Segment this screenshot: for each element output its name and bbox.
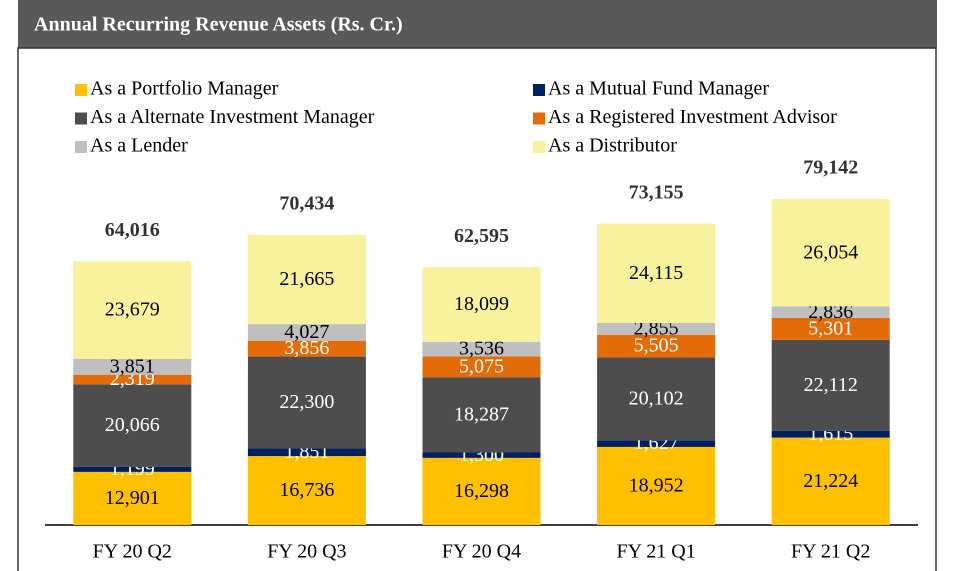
value-label: 16,298 — [454, 480, 509, 502]
bar-segment — [771, 430, 890, 438]
x-tick-label: FY 21 Q1 — [616, 541, 695, 563]
header-bar — [18, 0, 937, 48]
total-label: 64,016 — [105, 219, 160, 241]
x-tick-label: FY 20 Q4 — [442, 541, 521, 563]
bar-segment — [73, 466, 192, 472]
bar-segment — [597, 334, 716, 358]
bar-segment — [422, 377, 541, 453]
value-label: 18,287 — [454, 403, 509, 425]
legend-swatch — [533, 112, 545, 125]
x-tick-label: FY 21 Q2 — [791, 541, 870, 563]
legend-label: As a Registered Investment Advisor — [548, 106, 837, 128]
total-label: 62,595 — [454, 225, 509, 247]
bar-segment — [771, 199, 890, 307]
value-label: 12,901 — [105, 487, 160, 509]
bar-segment — [247, 234, 366, 325]
bar-segment — [247, 448, 366, 457]
value-label: 4,027 — [284, 321, 329, 343]
bar-segment — [422, 267, 541, 342]
total-label: 73,155 — [629, 181, 684, 203]
bar-segment — [771, 339, 890, 431]
bar-segment — [597, 446, 716, 525]
bar-segment — [247, 324, 366, 341]
value-label: 23,679 — [105, 299, 160, 321]
value-label: 21,665 — [279, 268, 334, 290]
bar-segment — [73, 261, 192, 359]
total-label: 70,434 — [279, 192, 334, 214]
value-label: 3,536 — [459, 338, 504, 360]
value-label: 3,856 — [284, 337, 329, 359]
value-label: 22,300 — [279, 391, 334, 413]
legend-label: As a Lender — [90, 135, 188, 157]
legend-swatch — [75, 141, 87, 153]
value-label: 22,112 — [804, 374, 858, 396]
value-label: 3,851 — [110, 355, 155, 377]
bar-segment — [247, 340, 366, 357]
bar-segment — [771, 318, 890, 340]
x-tick-label: FY 20 Q3 — [267, 541, 346, 563]
value-label: 16,736 — [279, 479, 334, 501]
legend-swatch — [533, 141, 545, 153]
bar-segment — [73, 471, 192, 525]
legend-label: As a Alternate Investment Manager — [90, 106, 375, 128]
bar-segment — [597, 440, 716, 447]
legend-label: As a Distributor — [548, 135, 677, 157]
bar-segment — [597, 357, 716, 441]
legend-swatch — [75, 112, 87, 125]
value-label: 20,066 — [105, 414, 160, 436]
value-label: 26,054 — [803, 241, 858, 263]
bar-segment — [422, 457, 541, 525]
bar-segment — [73, 374, 192, 385]
legend-label: As a Mutual Fund Manager — [548, 78, 769, 100]
bar-segment — [247, 456, 366, 525]
value-label: 24,115 — [629, 262, 683, 284]
bar-segment — [422, 356, 541, 378]
bar-segment — [73, 384, 192, 467]
bar-segment — [247, 356, 366, 449]
value-label: 18,099 — [454, 293, 509, 315]
bar-segment — [771, 437, 890, 525]
value-label: 20,102 — [629, 387, 684, 409]
legend-swatch — [533, 84, 545, 96]
bar-segment — [597, 223, 716, 323]
value-label: 5,075 — [459, 355, 504, 377]
bar-segment — [73, 358, 192, 375]
bar-segment — [597, 322, 716, 335]
legend-swatch — [75, 84, 87, 96]
chart-title: Annual Recurring Revenue Assets (Rs. Cr.… — [34, 14, 403, 36]
total-label: 79,142 — [803, 157, 858, 179]
legend-label: As a Portfolio Manager — [90, 78, 279, 100]
bar-segment — [422, 452, 541, 458]
value-label: 21,224 — [803, 470, 858, 492]
x-tick-label: FY 20 Q2 — [93, 541, 172, 563]
value-label: 18,952 — [629, 475, 684, 497]
value-label: 5,301 — [808, 318, 853, 340]
frame — [17, 47, 937, 571]
value-label: 5,505 — [634, 335, 679, 357]
bar-segment — [422, 341, 541, 357]
bar-segment — [771, 306, 890, 319]
